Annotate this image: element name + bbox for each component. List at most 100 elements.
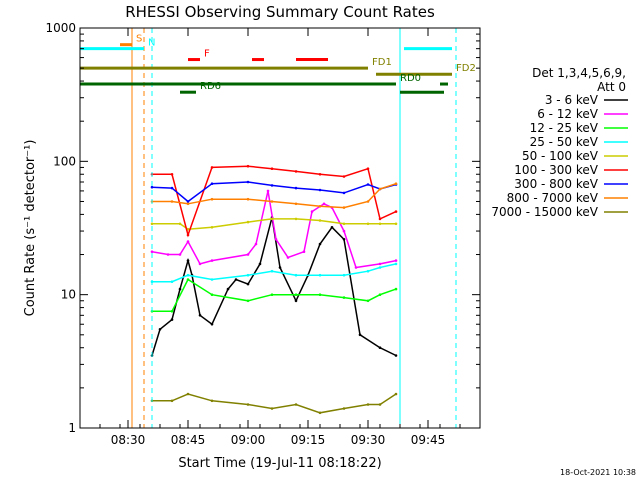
series-1-point <box>342 229 346 233</box>
series-3-point <box>186 273 190 277</box>
series-0-point <box>246 282 250 286</box>
series-8-point <box>210 399 214 403</box>
flag-label-fd2: FD2 <box>456 63 476 74</box>
series-0-point <box>170 318 174 321</box>
series-8-point <box>342 407 346 410</box>
series-0-point <box>258 262 262 266</box>
series-3-point <box>318 273 322 277</box>
legend-label: 7000 - 15000 keV <box>491 205 598 219</box>
series-8-point <box>366 403 370 406</box>
flag-label-fd1: FD1 <box>372 57 392 68</box>
series-7-point <box>366 200 370 203</box>
series-5-point <box>186 233 190 237</box>
series-layer <box>150 164 398 415</box>
series-4-point <box>246 220 250 224</box>
legend-header-2: Att 0 <box>597 80 626 94</box>
legend-label: 800 - 7000 keV <box>507 191 599 205</box>
series-0-point <box>278 266 282 269</box>
legend-header-1: Det 1,3,4,5,6,9, <box>532 66 626 80</box>
series-2-point <box>270 293 274 297</box>
series-3-point <box>366 269 370 273</box>
series-7-point <box>270 200 274 203</box>
series-3-point <box>294 273 298 277</box>
series-1-point <box>166 253 170 256</box>
series-5-point <box>294 170 298 173</box>
series-6-point <box>150 185 154 189</box>
series-0-point <box>318 242 322 246</box>
series-0-point <box>358 333 362 337</box>
series-6-point <box>342 191 346 195</box>
series-2-point <box>210 293 214 297</box>
series-6-point <box>366 183 370 186</box>
series-1-point <box>322 202 326 206</box>
series-line-8 <box>152 393 397 414</box>
legend-label: 12 - 25 keV <box>530 121 599 135</box>
series-8-point <box>246 403 250 406</box>
flag-label-rd6: RD6 <box>200 81 221 92</box>
series-8-point <box>170 399 174 403</box>
series-3-point <box>210 278 214 281</box>
series-1-point <box>254 242 258 246</box>
series-6-point <box>318 188 322 192</box>
series-4-point <box>150 222 154 226</box>
series-3-point <box>270 269 274 273</box>
footer-timestamp: 18-Oct-2021 10:38 <box>560 468 636 477</box>
series-0-point <box>210 322 214 326</box>
series-2-point <box>294 293 298 297</box>
series-5-point <box>246 164 250 168</box>
x-tick-label: 09:45 <box>411 433 446 447</box>
y-tick-label: 100 <box>53 154 76 168</box>
series-2-point <box>246 299 250 303</box>
series-8-point <box>394 392 398 396</box>
series-6-point <box>186 200 190 203</box>
legend-label: 25 - 50 keV <box>530 135 599 149</box>
series-7-point <box>378 187 382 191</box>
series-0-point <box>378 346 382 350</box>
series-3-point <box>170 280 174 284</box>
series-0-point <box>394 354 398 357</box>
series-0-point <box>342 238 346 241</box>
series-1-point <box>246 253 250 256</box>
series-0-point <box>178 287 182 291</box>
series-6-point <box>210 182 214 185</box>
series-line-2 <box>152 278 397 313</box>
series-0-point <box>186 259 190 262</box>
series-1-point <box>310 210 314 213</box>
series-4-point <box>378 222 382 226</box>
x-tick-label: 09:30 <box>351 433 386 447</box>
series-1-point <box>210 259 214 262</box>
y-axis-label: Count Rate (s⁻¹ detector⁻¹) <box>23 140 38 317</box>
series-line-6 <box>151 181 397 203</box>
series-6-point <box>170 186 174 190</box>
series-7-point <box>294 202 298 206</box>
series-2-point <box>378 293 382 297</box>
flag-label-f: F <box>204 49 210 60</box>
series-4-point <box>366 222 370 226</box>
series-8-point <box>318 411 322 415</box>
series-3-point <box>246 273 250 277</box>
x-tick-label: 08:30 <box>111 433 146 447</box>
series-2-point <box>318 293 322 297</box>
series-1-point <box>286 256 290 259</box>
series-2-point <box>342 296 346 299</box>
legend-label: 300 - 800 keV <box>514 177 598 191</box>
series-1-point <box>198 262 202 266</box>
series-5-point <box>378 217 382 221</box>
axis-layer: 08:30 08:45 09:00 09:15 09:30 09:45 1 10 100 1000 <box>45 21 481 447</box>
legend-label: 100 - 300 keV <box>514 163 598 177</box>
plot-frame <box>79 27 481 429</box>
series-7-point <box>246 197 250 201</box>
series-5-point <box>342 175 346 178</box>
series-4-point <box>394 222 398 226</box>
series-line-3 <box>152 263 397 283</box>
series-0-point <box>158 328 162 331</box>
series-0-point <box>234 278 238 281</box>
series-6-point <box>270 184 274 187</box>
series-line-5 <box>152 165 397 238</box>
series-4-point <box>342 222 346 226</box>
series-5-point <box>210 166 214 169</box>
series-8-point <box>270 407 274 410</box>
series-3-point <box>342 273 346 277</box>
flag-label-rd0: RD0 <box>400 73 421 84</box>
